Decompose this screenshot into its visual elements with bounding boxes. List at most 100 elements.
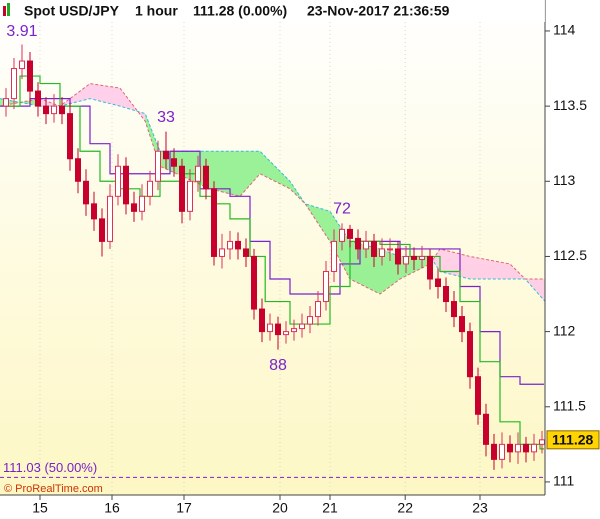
candle-body: [107, 195, 113, 242]
candle-body: [307, 316, 313, 325]
candle-body: [27, 60, 33, 92]
instrument-title: Spot USD/JPY: [24, 3, 120, 19]
candle-body: [219, 248, 225, 257]
cloud-segment: [510, 263, 526, 279]
candle-body: [531, 443, 537, 453]
x-tick-label: 23: [472, 500, 488, 516]
candle-body: [147, 180, 153, 197]
candle-body: [11, 68, 17, 100]
copyright: © ProRealTime.com: [4, 483, 103, 495]
candle-body: [19, 60, 25, 70]
candle-body: [507, 443, 513, 453]
candle-body: [395, 248, 401, 265]
candle-body: [435, 278, 441, 288]
candle-body: [171, 158, 177, 167]
x-tick-label: 21: [322, 500, 338, 516]
candle-body: [539, 439, 545, 445]
last-quote: 111.28 (0.00%): [193, 3, 287, 19]
candle-body: [499, 443, 505, 460]
time-axis-background: [0, 495, 545, 519]
candle-body: [515, 443, 521, 453]
candle-body: [483, 413, 489, 445]
candle-body: [403, 255, 409, 265]
candle-body: [315, 301, 321, 318]
x-tick-label: 15: [32, 500, 48, 516]
cloud-segment: [210, 151, 240, 197]
annotation: 72: [333, 201, 351, 218]
y-tick-label: 114: [553, 22, 576, 38]
level-label: 111.03 (50.00%): [3, 460, 97, 475]
candle-body: [35, 90, 41, 107]
annotation: 33: [157, 109, 175, 126]
candle-body: [491, 443, 497, 460]
candle-body: [43, 105, 49, 115]
candle-body: [59, 105, 65, 115]
candle-body: [91, 203, 97, 220]
candle-body: [331, 240, 337, 272]
candle-body: [443, 286, 449, 303]
candle-body: [139, 195, 145, 212]
header-background: [0, 0, 545, 22]
last-price-tag: [546, 430, 600, 450]
candle-body: [475, 376, 481, 415]
cloud-segment: [470, 256, 510, 279]
candle-body: [347, 228, 353, 239]
x-tick-label: 20: [272, 500, 288, 516]
candle-body: [75, 158, 81, 182]
candle-body: [243, 248, 249, 257]
candle-body: [267, 323, 273, 333]
candle-body: [211, 188, 217, 257]
y-tick-label: 113: [553, 172, 576, 188]
candle-body: [283, 331, 289, 336]
candle-body: [523, 443, 529, 453]
candle-body: [419, 255, 425, 260]
candle-body: [99, 218, 105, 242]
candle-body: [451, 301, 457, 318]
candle-body: [459, 316, 465, 333]
candle-body: [179, 165, 185, 212]
candle-body: [379, 248, 385, 257]
candle-body: [363, 240, 369, 250]
candle-body: [3, 98, 9, 107]
x-tick-label: 22: [397, 500, 413, 516]
candle-body: [83, 180, 89, 205]
candle-body: [235, 240, 241, 250]
plot-background: [0, 0, 545, 495]
candle-body: [323, 270, 329, 303]
candle-body: [387, 248, 393, 251]
span-a: [0, 98, 546, 302]
candle-body: [67, 113, 73, 160]
header-icon: [7, 3, 10, 16]
candle-body: [467, 331, 473, 378]
candle-body: [355, 237, 361, 250]
last-price-label: 111.28: [552, 432, 593, 448]
y-tick-label: 111: [553, 473, 574, 489]
tenkan-line: [6, 75, 544, 450]
candle-body: [251, 255, 257, 310]
candle-body: [291, 328, 297, 333]
x-tick-label: 17: [176, 500, 192, 516]
cloud-segment: [90, 83, 120, 107]
cloud-segment: [430, 248, 440, 272]
candle-body: [155, 150, 161, 182]
candle-body: [187, 180, 193, 212]
y-tick-label: 112.5: [553, 247, 587, 263]
cloud-segment: [240, 151, 260, 197]
candle-body: [339, 228, 345, 242]
timestamp: 23-Nov-2017 21:36:59: [307, 3, 450, 19]
x-tick-label: 16: [104, 500, 120, 516]
y-tick-label: 112: [553, 322, 576, 338]
candle-body: [195, 165, 201, 182]
header-icon: [3, 6, 6, 16]
candle-body: [411, 255, 417, 260]
candle-body: [227, 240, 233, 250]
candle-body: [275, 323, 281, 336]
timeframe: 1 hour: [135, 3, 178, 19]
candle-body: [299, 323, 305, 330]
annotation: 3.91: [6, 23, 37, 40]
cloud-segment: [330, 211, 350, 279]
candle-body: [115, 165, 121, 197]
candle-body: [259, 308, 265, 333]
y-tick-label: 113.5: [553, 97, 587, 113]
